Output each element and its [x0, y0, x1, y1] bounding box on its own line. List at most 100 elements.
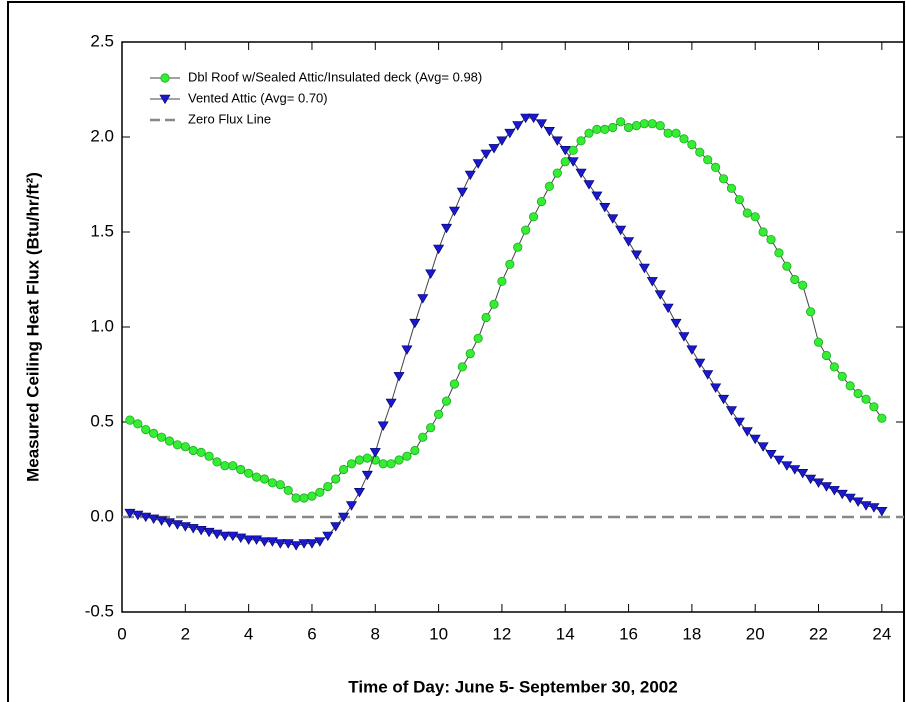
- data-point: [195, 525, 207, 536]
- data-point: [464, 170, 476, 181]
- data-point: [765, 449, 777, 460]
- data-point: [339, 464, 349, 475]
- data-point: [290, 541, 302, 551]
- data-point: [448, 206, 460, 217]
- data-point: [204, 451, 214, 461]
- data-point: [251, 472, 262, 482]
- data-point: [702, 370, 714, 380]
- x-tick-label: 16: [619, 624, 638, 643]
- data-point: [236, 464, 246, 475]
- data-point: [836, 489, 848, 500]
- data-point: [820, 482, 832, 492]
- data-point: [844, 493, 856, 504]
- data-point: [797, 468, 809, 479]
- data-point: [259, 474, 270, 484]
- data-point: [829, 362, 839, 372]
- x-tick-label: 14: [556, 624, 575, 643]
- data-point: [876, 506, 888, 517]
- data-point: [180, 442, 190, 452]
- data-point: [457, 362, 467, 372]
- data-point: [228, 461, 238, 471]
- data-point: [188, 445, 198, 456]
- data-point: [244, 468, 254, 478]
- data-point: [132, 510, 144, 521]
- data-point: [686, 345, 698, 355]
- data-point: [203, 527, 215, 538]
- data-point: [608, 122, 618, 133]
- data-point: [211, 529, 223, 540]
- data-point: [678, 332, 690, 342]
- data-point: [631, 121, 642, 131]
- data-point: [583, 180, 595, 190]
- data-point: [805, 474, 817, 485]
- x-tick-label: 6: [307, 624, 316, 643]
- data-point: [520, 113, 532, 124]
- data-point: [647, 119, 657, 129]
- data-point: [607, 214, 619, 224]
- data-point: [869, 402, 879, 412]
- legend-label: Vented Attic (Avg= 0.70): [188, 90, 328, 105]
- data-point: [757, 442, 769, 452]
- data-point: [235, 533, 247, 543]
- x-tick-label: 12: [492, 624, 511, 643]
- x-tick-label: 8: [371, 624, 380, 643]
- data-point: [773, 455, 785, 466]
- y-tick-label: 1.5: [90, 221, 114, 240]
- data-point: [630, 250, 642, 260]
- data-point: [544, 181, 555, 191]
- data-point: [615, 225, 627, 236]
- data-point: [741, 427, 753, 437]
- data-point: [528, 113, 540, 124]
- legend-marker: [160, 73, 170, 83]
- data-point: [386, 459, 396, 469]
- data-point: [837, 371, 847, 381]
- data-point: [790, 274, 800, 285]
- data-point: [853, 388, 863, 399]
- data-point: [481, 312, 491, 323]
- data-point: [124, 508, 136, 519]
- y-tick-label: 2.5: [90, 31, 114, 50]
- data-point: [361, 470, 373, 481]
- data-point: [742, 208, 752, 218]
- data-point: [782, 261, 792, 271]
- data-point: [710, 383, 722, 393]
- x-tick-label: 24: [872, 624, 891, 643]
- data-point: [378, 459, 388, 469]
- data-point: [315, 487, 325, 497]
- data-point: [353, 487, 365, 498]
- data-point: [543, 127, 555, 137]
- data-point: [140, 512, 152, 523]
- data-point: [369, 448, 381, 458]
- data-point: [616, 117, 626, 127]
- data-point: [149, 428, 159, 438]
- data-point: [726, 183, 737, 193]
- data-point: [623, 237, 635, 247]
- data-point: [282, 539, 294, 549]
- data-point: [749, 434, 761, 445]
- data-point: [385, 398, 397, 409]
- data-point: [733, 417, 745, 428]
- data-point: [497, 276, 507, 286]
- data-point: [654, 290, 666, 300]
- data-point: [774, 248, 784, 258]
- data-point: [417, 294, 429, 304]
- data-point: [663, 128, 673, 138]
- data-point: [513, 242, 523, 252]
- data-point: [187, 524, 199, 534]
- data-point: [377, 421, 389, 431]
- data-point: [600, 124, 610, 134]
- data-point: [575, 168, 587, 179]
- data-point: [718, 174, 729, 184]
- data-point: [828, 486, 840, 496]
- data-point: [267, 478, 277, 488]
- data-point: [812, 478, 825, 488]
- data-point: [821, 350, 832, 361]
- data-point: [220, 461, 230, 471]
- data-point: [567, 157, 579, 167]
- data-point: [433, 244, 445, 255]
- data-point: [156, 432, 167, 442]
- data-point: [584, 128, 594, 138]
- data-point: [559, 146, 571, 156]
